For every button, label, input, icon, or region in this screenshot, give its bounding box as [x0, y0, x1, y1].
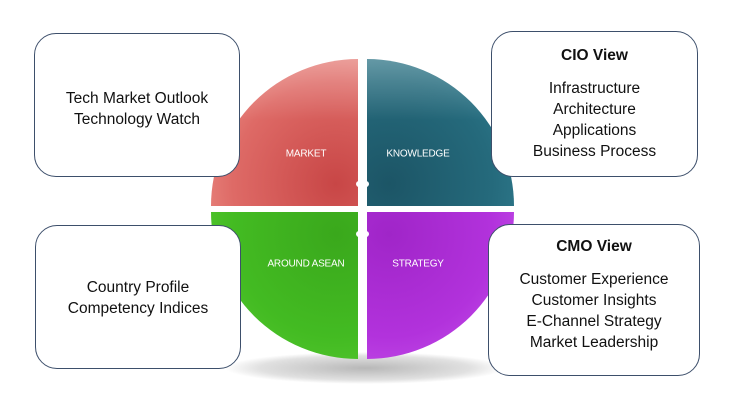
- market-info-line: Tech Market Outlook: [65, 90, 209, 107]
- asean-info-line: Competency Indices: [67, 300, 209, 317]
- cio-view-line: Architecture: [553, 101, 636, 118]
- cmo-view-title: CMO View: [556, 238, 632, 255]
- diagram-shadow: [225, 352, 505, 384]
- asean-info-box: Country Profile Competency Indices: [35, 225, 241, 369]
- quadrant-around-asean: [211, 212, 358, 359]
- cio-view-line: Applications: [552, 122, 637, 139]
- cio-view-line: Business Process: [532, 143, 657, 160]
- connector-bottom: [356, 231, 369, 237]
- cmo-view-line: Customer Experience: [519, 271, 669, 288]
- market-info-line: Technology Watch: [73, 111, 201, 128]
- cmo-view-line: Customer Insights: [531, 292, 657, 309]
- quadrant-strategy: [367, 212, 514, 359]
- cio-view-title: CIO View: [561, 47, 628, 64]
- asean-info-line: Country Profile: [86, 279, 190, 296]
- cio-view-box: CIO View Infrastructure Architecture App…: [491, 31, 698, 177]
- cmo-view-line: Market Leadership: [529, 334, 659, 351]
- quadrant-label-around-asean: AROUND ASEAN: [267, 258, 345, 270]
- cmo-view-box: CMO View Customer Experience Customer In…: [488, 224, 700, 376]
- quadrant-label-strategy: STRATEGY: [392, 258, 444, 270]
- quadrant-knowledge-sheen: [367, 57, 510, 120]
- market-info-box: Tech Market Outlook Technology Watch: [34, 33, 240, 177]
- cio-view-line: Infrastructure: [548, 80, 641, 97]
- quadrant-market-sheen: [215, 57, 358, 120]
- quadrant-label-knowledge: KNOWLEDGE: [386, 148, 450, 160]
- cmo-view-line: E-Channel Strategy: [526, 313, 662, 330]
- quadrant-label-market: MARKET: [285, 148, 327, 160]
- connector-top: [356, 181, 369, 187]
